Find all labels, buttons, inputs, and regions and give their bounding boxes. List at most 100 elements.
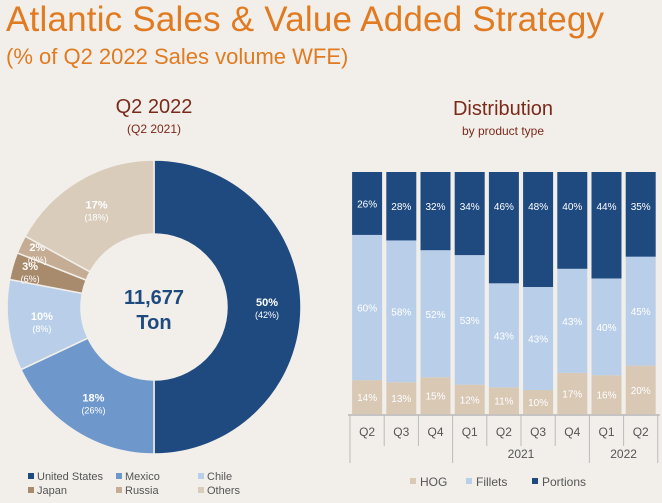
bar-segment-label: 52% — [425, 310, 445, 321]
bar-segment-label: 10% — [528, 398, 548, 409]
bar-segment-label: 34% — [460, 202, 480, 213]
bar-segment-fillets — [523, 287, 554, 391]
pie-slice-label: 3% — [22, 261, 38, 273]
pie-center-unit: Ton — [136, 312, 171, 334]
bar-segment-label: 11% — [494, 397, 513, 408]
bar-legend-swatch — [532, 478, 538, 484]
bar-segment-portions — [523, 172, 554, 288]
bar-segment-label: 26% — [357, 199, 377, 210]
bar-segment-fillets — [557, 268, 588, 373]
bar-segment-label: 28% — [391, 202, 411, 213]
bar-segment-hog — [420, 377, 451, 414]
bar-segment-hog — [352, 380, 383, 414]
x-tick-label: Q2 — [359, 425, 375, 439]
pie-slice-prior-label: (18%) — [84, 213, 108, 223]
bar-legend-swatch — [466, 478, 472, 484]
pie-slice-prior-label: (26%) — [81, 405, 105, 415]
pie-legend-label: United States — [37, 471, 104, 483]
pie-legend-label: Others — [207, 485, 241, 497]
bar-segment-fillets — [386, 240, 417, 383]
bar-segment-hog — [625, 365, 656, 414]
pie-slice-prior-label: (8%) — [32, 324, 51, 334]
bar-chart-subtitle: by product type — [461, 124, 545, 138]
bar-segment-portions — [488, 172, 519, 284]
bar-segment-hog — [591, 375, 622, 414]
bar-segment-hog — [557, 372, 588, 414]
x-tick-label: Q2 — [633, 425, 649, 439]
pie-slice-label: 18% — [82, 392, 104, 404]
bar-segment-label: 12% — [460, 395, 480, 406]
bar-segment-label: 43% — [494, 331, 514, 342]
donut-hole — [82, 235, 226, 379]
x-tick-label: Q2 — [496, 425, 512, 439]
bar-segment-fillets — [591, 278, 622, 376]
pie-chart-subtitle: (Q2 2021) — [126, 122, 182, 136]
pie-legend-swatch — [198, 473, 204, 479]
pie-slice — [153, 159, 302, 455]
bar-segment-label: 43% — [562, 317, 582, 328]
bar-segment-portions — [352, 172, 383, 235]
pie-slice-prior-label: (0%) — [28, 255, 47, 265]
x-tick-label: Q3 — [530, 425, 546, 439]
pie-legend-swatch — [116, 487, 122, 493]
bar-segment-label: 15% — [425, 392, 445, 403]
pie-legend-swatch — [116, 473, 122, 479]
bar-segment-hog — [523, 390, 554, 414]
bar-segment-label: 32% — [425, 202, 445, 213]
pie-legend-label: Chile — [207, 471, 232, 483]
bar-segment-label: 20% — [631, 386, 651, 397]
x-tick-label: Q3 — [393, 425, 409, 439]
bar-legend-label: Portions — [542, 475, 586, 489]
pie-legend-swatch — [198, 487, 204, 493]
bar-segment-label: 53% — [460, 316, 480, 327]
bar-segment-portions — [454, 172, 485, 256]
bar-segment-label: 14% — [357, 393, 377, 404]
bar-segment-label: 60% — [357, 304, 377, 315]
pie-slice-prior-label: (6%) — [21, 274, 40, 284]
bar-segment-label: 43% — [528, 335, 548, 346]
pie-center-value: 11,677 — [124, 287, 184, 309]
bar-legend-label: HOG — [420, 475, 447, 489]
bar-segment-fillets — [625, 256, 656, 366]
bar-legend-swatch — [410, 478, 416, 484]
pie-slice-label: 50% — [256, 297, 278, 309]
bar-segment-fillets — [352, 234, 383, 381]
bar-segment-label: 48% — [528, 202, 548, 213]
bar-segment-label: 46% — [494, 202, 514, 213]
bar-segment-fillets — [420, 250, 451, 378]
bar-segment-label: 45% — [631, 307, 651, 318]
bar-segment-portions — [386, 172, 417, 241]
bar-segment-hog — [386, 382, 417, 414]
pie-slice-label: 10% — [31, 311, 53, 323]
pie-legend-swatch — [28, 473, 34, 479]
year-group-label: 2022 — [610, 447, 637, 461]
pie-chart-title: Q2 2022 — [115, 96, 193, 118]
pie-legend-label: Mexico — [125, 471, 160, 483]
year-group-label: 2021 — [508, 447, 535, 461]
pie-legend-swatch — [28, 487, 34, 493]
x-tick-label: Q4 — [427, 425, 443, 439]
pie-slice-prior-label: (42%) — [255, 310, 279, 320]
bar-segment-hog — [454, 384, 485, 414]
bar-segment-portions — [557, 172, 588, 269]
bar-segment-label: 13% — [391, 394, 411, 405]
pie-legend-label: Japan — [37, 485, 67, 497]
pie-slice — [19, 337, 155, 455]
bar-segment-label: 17% — [562, 389, 582, 400]
bar-legend-label: Fillets — [476, 475, 507, 489]
bar-segment-label: 58% — [391, 307, 411, 318]
x-tick-label: Q1 — [462, 425, 478, 439]
bar-segment-portions — [625, 172, 656, 257]
bar-segment-portions — [420, 172, 451, 251]
bar-segment-label: 16% — [596, 391, 616, 402]
x-tick-label: Q1 — [598, 425, 614, 439]
page-title: Atlantic Sales & Value Added Strategy — [6, 0, 605, 39]
x-tick-label: Q4 — [564, 425, 580, 439]
bar-chart-title: Distribution — [452, 98, 554, 120]
bar-segment-label: 44% — [596, 202, 616, 213]
pie-slice — [24, 159, 155, 273]
bar-segment-label: 35% — [631, 202, 651, 213]
page-subtitle: (% of Q2 2022 Sales volume WFE) — [6, 44, 349, 69]
bar-segment-hog — [488, 387, 519, 414]
